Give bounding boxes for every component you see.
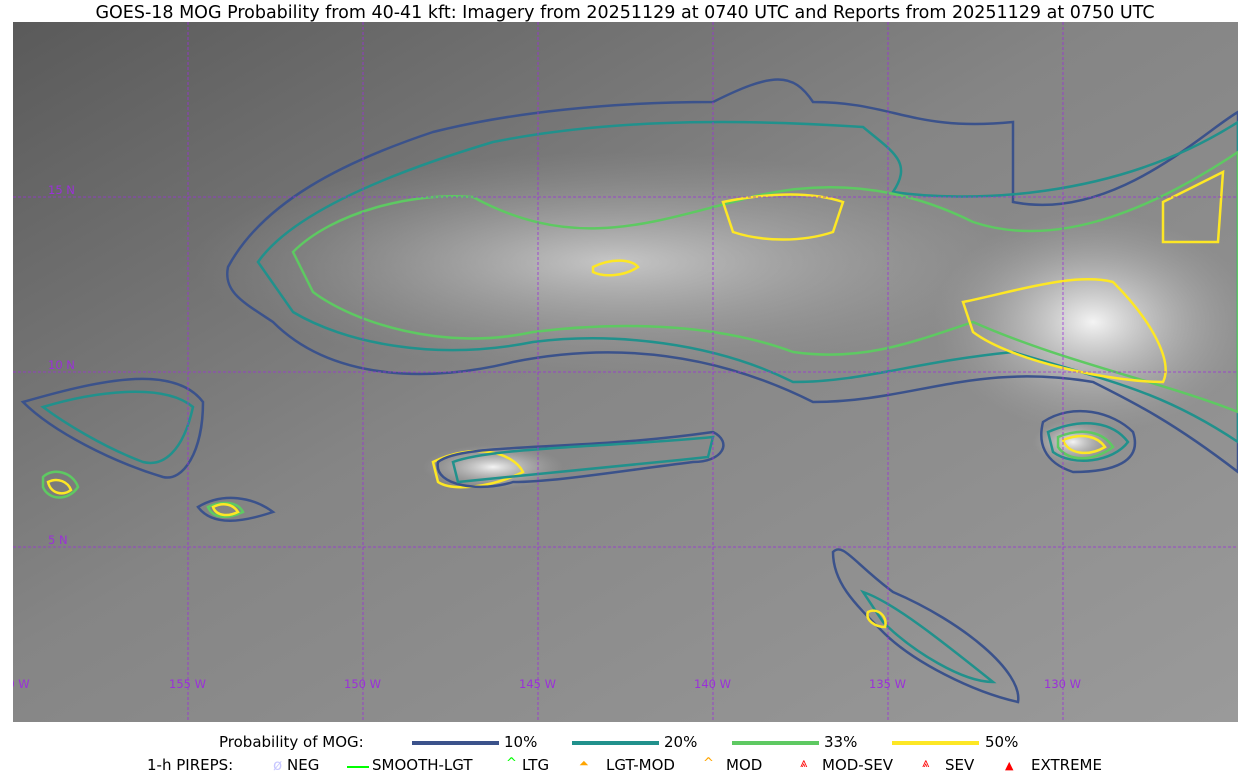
lon-label: 60 W [13,677,30,691]
lat-label: 5 N [48,533,68,547]
legend-title: 1-h PIREPS: [147,756,234,774]
legend-swatch-33 [732,741,819,745]
double-caret-icon: ⩓ [800,756,808,771]
legend-swatch-50 [892,741,979,745]
contour-20pct [40,390,1130,684]
legend-label: LTG [522,756,550,774]
legend-label: SMOOTH-LGT [372,756,473,774]
legend-label: 33% [824,733,858,751]
map-canvas [13,22,1238,722]
contour-10pct [20,377,1137,704]
legend-label: MOD-SEV [822,756,893,774]
chart-title: GOES-18 MOG Probability from 40-41 kft: … [95,3,1155,23]
neg-icon: ø [273,756,283,774]
cloud-band [933,212,1238,432]
lat-label: 10 N [48,358,75,372]
lon-label: 150 W [344,677,381,691]
lon-label: 140 W [694,677,731,691]
caret-icon: ^ [703,756,714,771]
contour-33pct [291,150,1238,414]
contour-50pct [431,169,1225,489]
contour-20pct [256,120,1238,444]
line-icon [347,766,369,768]
legend-swatch-10 [412,741,499,745]
lon-label: 130 W [1044,677,1081,691]
contour-50pct [46,434,1107,629]
lat-lon-grid [13,22,1238,722]
legend-label: 10% [504,733,538,751]
legend-label: LGT-MOD [606,756,675,774]
lon-label: 135 W [869,677,906,691]
lon-label: 145 W [519,677,556,691]
legend-swatch-20 [572,741,659,745]
legend-label: 20% [664,733,698,751]
contour-10pct [225,78,1238,474]
legend-label: 50% [985,733,1019,751]
double-caret-icon: ⩓ [922,756,930,771]
legend-label: NEG [287,756,320,774]
legend-title: Probability of MOG: [219,733,364,751]
caret-icon: ^ [506,756,517,771]
lat-label: 15 N [48,183,75,197]
legend-label: MOD [726,756,763,774]
triangle-caret-icon: ⏶ [579,756,589,770]
satellite-map: 15 N 10 N 5 N 60 W 155 W 150 W 145 W 140… [13,22,1238,722]
contours [20,78,1238,704]
filled-triangle-icon: ▲ [1005,759,1014,772]
legend-label: SEV [945,756,975,774]
lon-label: 155 W [169,677,206,691]
legend-label: EXTREME [1031,756,1102,774]
